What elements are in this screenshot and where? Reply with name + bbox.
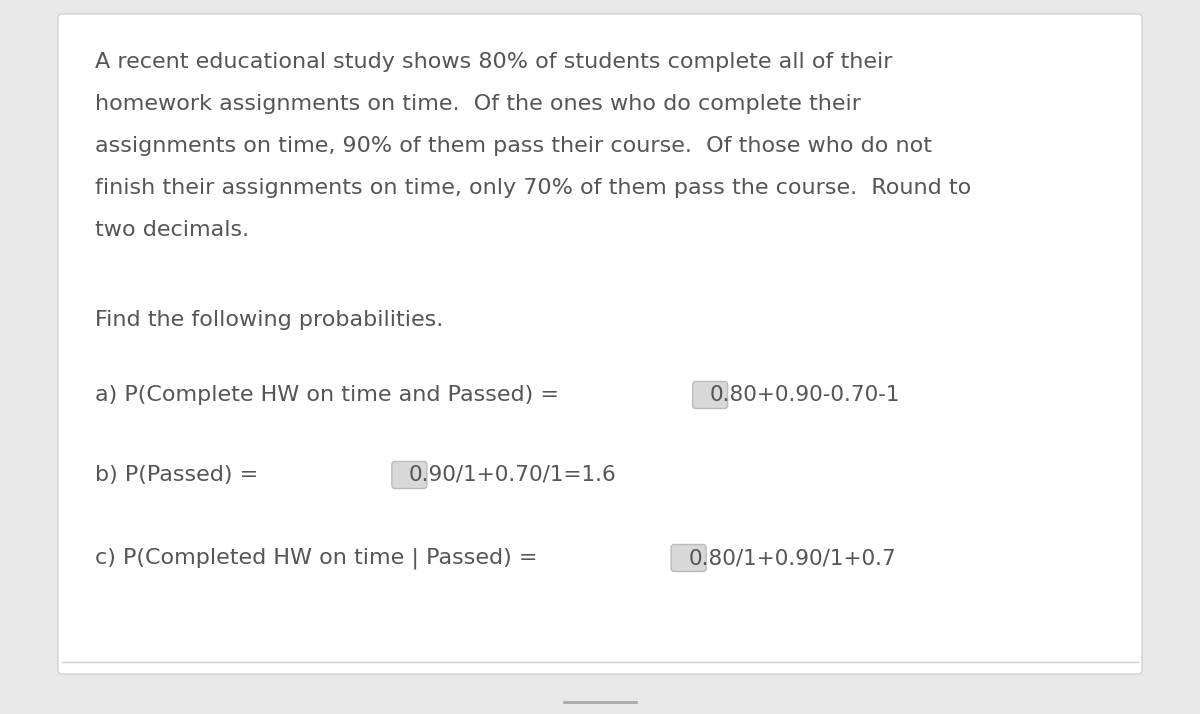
FancyBboxPatch shape: [58, 14, 1142, 674]
Text: a) P(Complete HW on time and Passed) =: a) P(Complete HW on time and Passed) =: [95, 385, 559, 405]
Text: c) P(Completed HW on time | Passed) =: c) P(Completed HW on time | Passed) =: [95, 547, 538, 569]
Text: 0.80+0.90-0.70-1: 0.80+0.90-0.70-1: [709, 385, 900, 405]
Text: two decimals.: two decimals.: [95, 220, 250, 240]
Text: finish their assignments on time, only 70% of them pass the course.  Round to: finish their assignments on time, only 7…: [95, 178, 971, 198]
Text: A recent educational study shows 80% of students complete all of their: A recent educational study shows 80% of …: [95, 52, 893, 72]
Text: homework assignments on time.  Of the ones who do complete their: homework assignments on time. Of the one…: [95, 94, 862, 114]
FancyBboxPatch shape: [692, 381, 727, 408]
Text: b) P(Passed) =: b) P(Passed) =: [95, 465, 258, 485]
FancyBboxPatch shape: [392, 461, 427, 488]
Text: assignments on time, 90% of them pass their course.  Of those who do not: assignments on time, 90% of them pass th…: [95, 136, 932, 156]
Text: 0.90/1+0.70/1=1.6: 0.90/1+0.70/1=1.6: [409, 465, 617, 485]
Text: Find the following probabilities.: Find the following probabilities.: [95, 310, 443, 330]
Text: 0.80/1+0.90/1+0.7: 0.80/1+0.90/1+0.7: [688, 548, 896, 568]
FancyBboxPatch shape: [671, 545, 706, 571]
